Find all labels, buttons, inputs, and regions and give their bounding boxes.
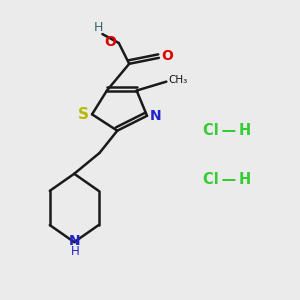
Text: S: S (78, 107, 89, 122)
Text: H: H (93, 21, 103, 34)
Text: N: N (68, 234, 80, 248)
Text: Cl — H: Cl — H (203, 123, 251, 138)
Text: N: N (149, 109, 161, 123)
Text: CH₃: CH₃ (169, 75, 188, 85)
Text: H: H (70, 244, 79, 258)
Text: O: O (104, 34, 116, 49)
Text: O: O (161, 50, 173, 63)
Text: Cl — H: Cl — H (203, 172, 251, 187)
